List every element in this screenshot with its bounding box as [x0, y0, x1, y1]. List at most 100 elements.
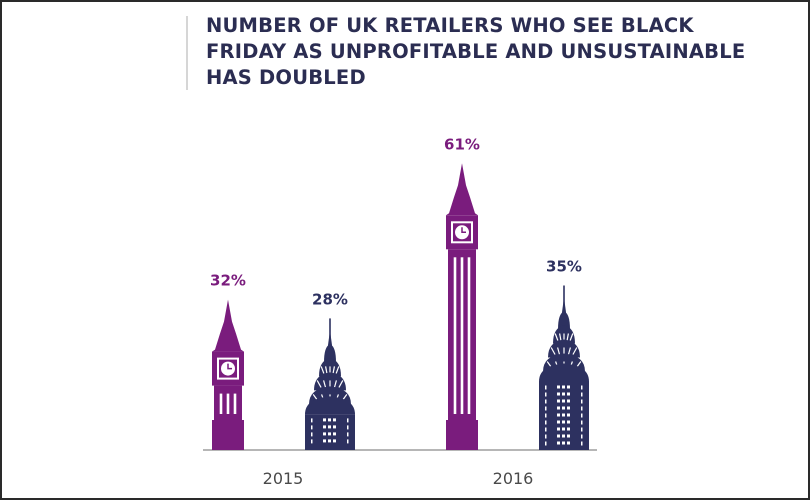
- mark-part: [545, 420, 547, 425]
- mark-part: [562, 399, 565, 403]
- mark-part: [581, 434, 583, 439]
- mark-part: [453, 257, 457, 414]
- chart-title: NUMBER OF UK RETAILERS WHO SEE BLACK FRI…: [206, 14, 746, 89]
- mark-part: [545, 427, 547, 432]
- mark-part: [446, 420, 478, 450]
- data-label-2015-0: 32%: [210, 272, 246, 290]
- mark-part: [333, 432, 336, 436]
- mark-part: [333, 425, 336, 429]
- mark-part: [567, 420, 570, 424]
- mark-part: [557, 420, 560, 424]
- mark-part: [323, 380, 327, 388]
- mark-part: [557, 399, 560, 403]
- mark-part: [581, 413, 583, 418]
- mark-part: [320, 366, 325, 374]
- mark-part: [581, 420, 583, 425]
- mark-part: [328, 432, 331, 436]
- mark-part: [212, 299, 244, 352]
- mark-part: [311, 432, 313, 437]
- mark-part: [567, 347, 571, 355]
- mark-part: [325, 366, 328, 374]
- mark-part: [572, 347, 578, 355]
- mark-part: [328, 439, 331, 443]
- mark-part: [569, 333, 574, 341]
- mark-part: [446, 163, 478, 216]
- mark-part: [539, 363, 589, 382]
- mark-part: [545, 406, 547, 411]
- x-tick-label-2016: 2016: [493, 469, 534, 488]
- data-label-2016-0: 61%: [444, 135, 480, 153]
- mark-part: [324, 344, 336, 363]
- mark-part: [562, 392, 565, 396]
- mark-part: [581, 441, 583, 446]
- mark-part: [335, 366, 340, 374]
- mark-part: [347, 418, 349, 423]
- mark-part: [461, 227, 466, 234]
- mark-part: [557, 406, 560, 410]
- mark-part: [554, 333, 559, 341]
- mark-part: [557, 385, 560, 389]
- mark-part: [333, 439, 336, 443]
- mark-part: [316, 380, 322, 388]
- title-accent-bar: [186, 16, 188, 90]
- mark-part: [311, 439, 313, 444]
- mark-part: [467, 257, 471, 414]
- mark-part: [567, 385, 570, 389]
- mark-part: [333, 418, 336, 422]
- mark-part: [347, 439, 349, 444]
- mark-part: [219, 393, 223, 414]
- big-ben-icon-bar-2016: [446, 163, 478, 450]
- mark-part: [328, 425, 331, 429]
- mark-part: [567, 392, 570, 396]
- mark-part: [323, 439, 326, 443]
- mark-part: [581, 392, 583, 397]
- mark-part: [581, 399, 583, 404]
- mark-part: [562, 413, 565, 417]
- mark-part: [562, 420, 565, 424]
- mark-part: [226, 393, 230, 414]
- mark-part: [557, 347, 561, 355]
- mark-part: [323, 432, 326, 436]
- mark-part: [562, 406, 565, 410]
- mark-part: [557, 434, 560, 438]
- mark-part: [567, 427, 570, 431]
- mark-part: [558, 311, 570, 330]
- mark-part: [550, 347, 556, 355]
- mark-part: [338, 380, 344, 388]
- mark-part: [323, 418, 326, 422]
- mark-part: [545, 441, 547, 446]
- mark-part: [567, 441, 570, 445]
- mark-part: [545, 392, 547, 397]
- mark-part: [545, 413, 547, 418]
- mark-part: [567, 399, 570, 403]
- mark-part: [347, 425, 349, 430]
- mark-part: [332, 366, 335, 374]
- chrysler-building-icon-bar-2015: [305, 318, 355, 450]
- mark-part: [545, 434, 547, 439]
- mark-part: [227, 363, 232, 370]
- mark-part: [567, 434, 570, 438]
- mark-part: [562, 441, 565, 445]
- data-label-2015-1: 28%: [312, 290, 348, 308]
- mark-part: [567, 406, 570, 410]
- mark-part: [212, 420, 244, 450]
- data-label-2016-1: 35%: [546, 258, 582, 276]
- mark-part: [581, 406, 583, 411]
- mark-part: [557, 392, 560, 396]
- mark-part: [460, 257, 464, 414]
- mark-part: [311, 418, 313, 423]
- mark-part: [323, 425, 326, 429]
- mark-part: [545, 385, 547, 390]
- x-tick-label-2015: 2015: [263, 469, 304, 488]
- mark-part: [311, 425, 313, 430]
- mark-part: [328, 418, 331, 422]
- mark-part: [581, 385, 583, 390]
- mark-part: [566, 333, 569, 341]
- big-ben-icon-bar-2015: [212, 299, 244, 450]
- chrysler-building-icon-bar-2016: [539, 285, 589, 450]
- mark-part: [557, 441, 560, 445]
- mark-part: [305, 396, 355, 415]
- mark-part: [557, 427, 560, 431]
